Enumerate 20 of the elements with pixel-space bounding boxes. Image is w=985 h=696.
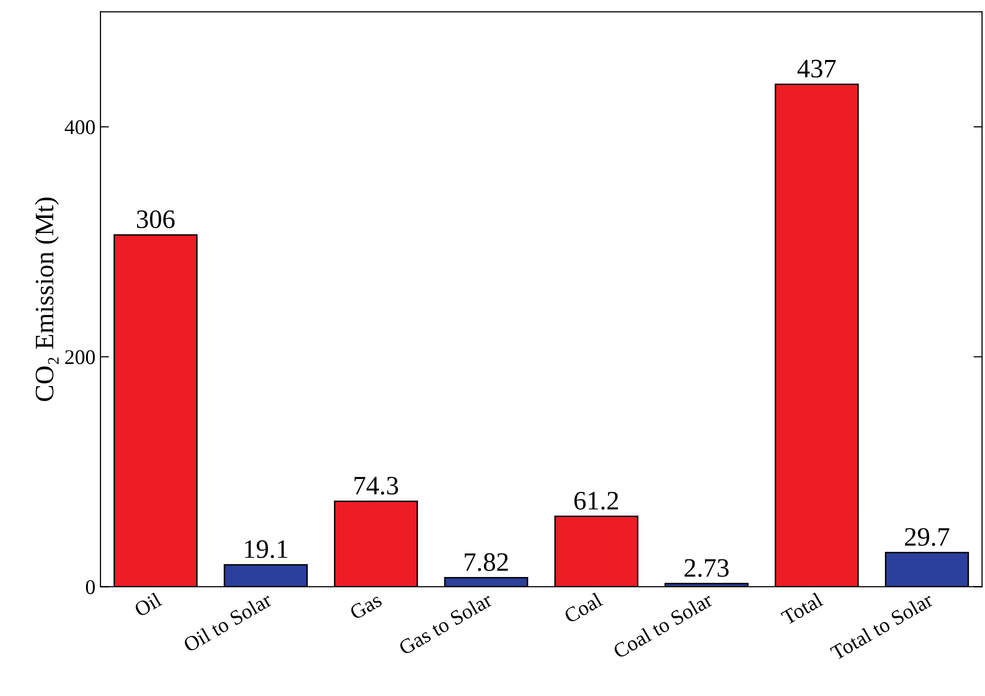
data-label: 306 xyxy=(137,210,175,228)
x-tick-label: Oil to Solar xyxy=(182,592,273,652)
x-tick-label: Total xyxy=(780,592,824,626)
x-tick-label: Oil xyxy=(133,592,163,618)
y-tick-label: 200 xyxy=(65,350,95,364)
data-label: 29.7 xyxy=(905,528,950,546)
x-tick-label: Coal xyxy=(563,592,604,624)
x-tick-label: Gas xyxy=(348,592,383,620)
data-label: 61.2 xyxy=(574,492,618,510)
data-label: 2.73 xyxy=(684,559,729,577)
x-tick-label: Coal to Solar xyxy=(612,592,714,659)
data-label: 19.1 xyxy=(244,540,288,558)
data-label: 437 xyxy=(797,60,836,78)
data-label: 7.82 xyxy=(464,553,508,572)
x-tick-label: Total to Solar xyxy=(829,592,934,661)
y-axis-title: CO₂ Emission (Mt) xyxy=(34,198,59,402)
y-tick-label: 0 xyxy=(86,580,95,594)
data-label: 74.3 xyxy=(354,476,398,495)
x-tick-label: Gas to Solar xyxy=(398,592,494,656)
y-tick-label: 400 xyxy=(64,120,95,134)
